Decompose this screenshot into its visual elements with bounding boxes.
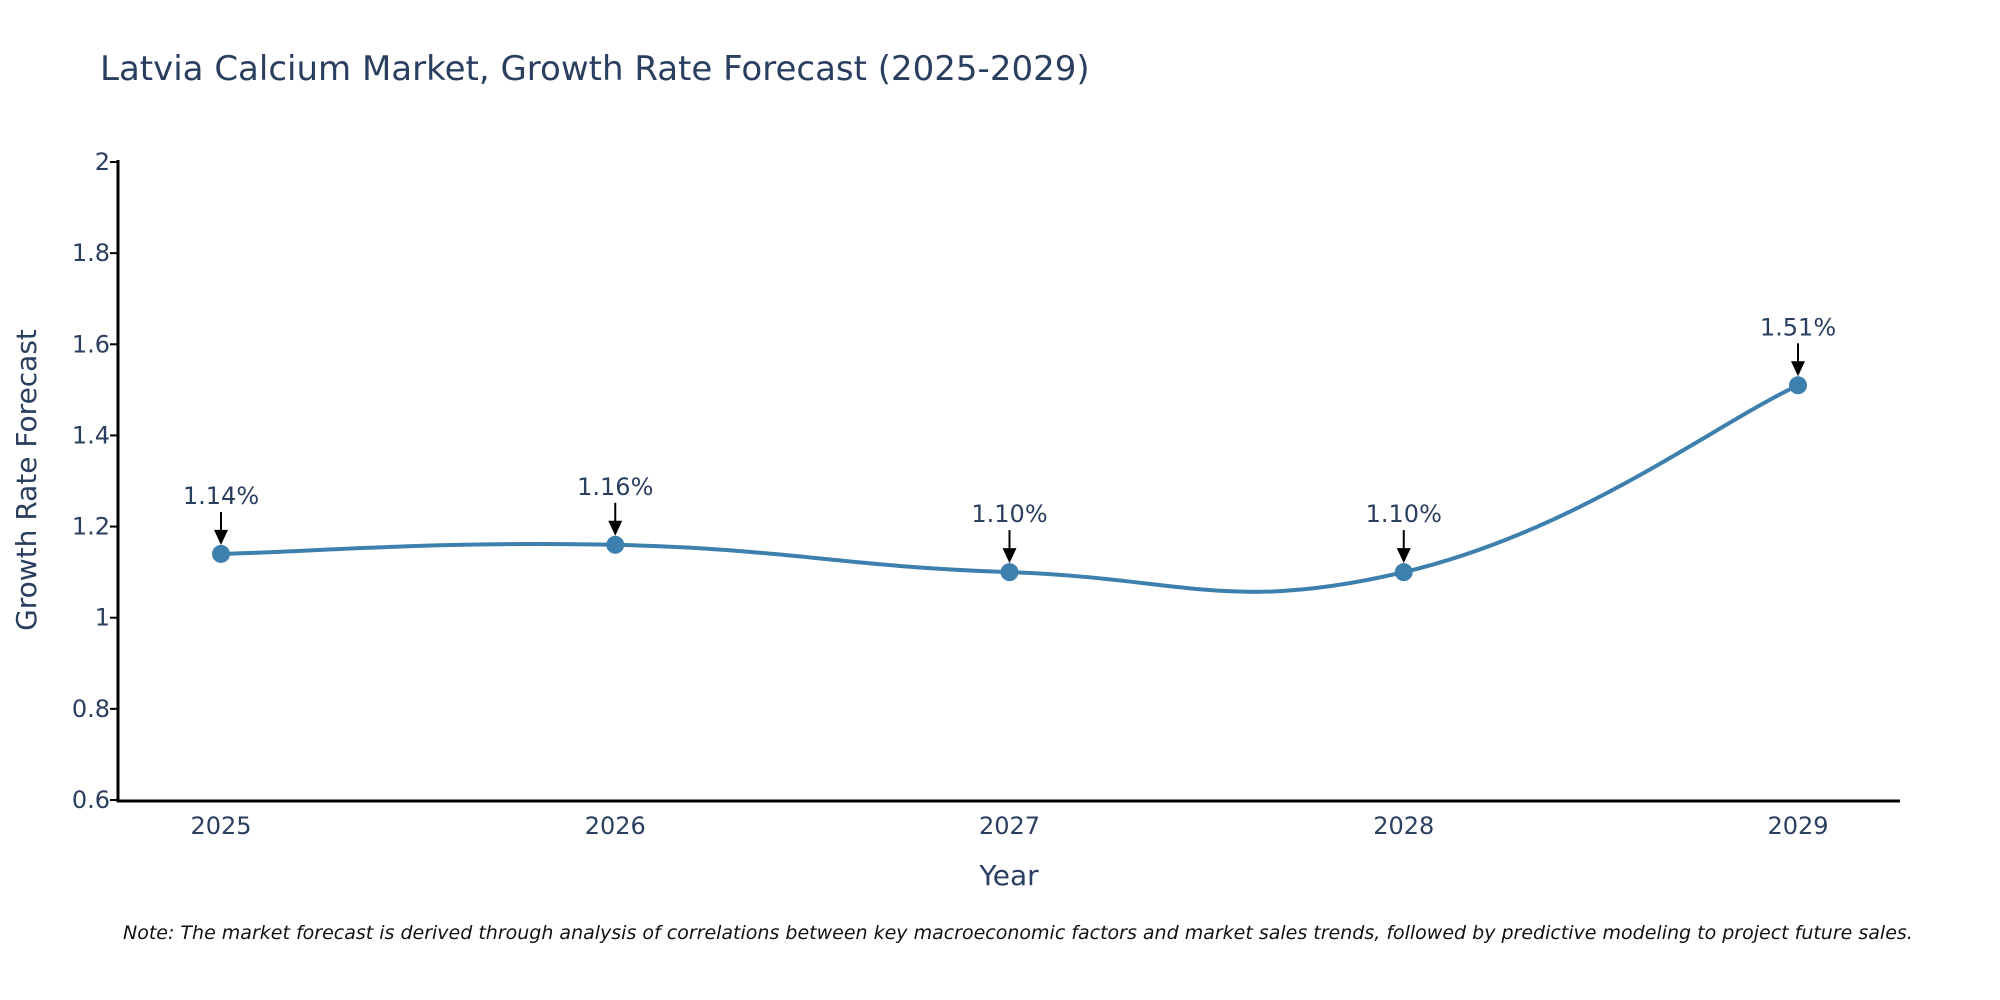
data-label: 1.10% bbox=[1366, 500, 1442, 528]
series-line bbox=[220, 383, 1799, 594]
y-tick-label: 0.8 bbox=[72, 695, 110, 723]
x-axis-ticks: 2025 2026 2027 2028 2029 bbox=[190, 812, 1828, 840]
data-point bbox=[1394, 563, 1413, 582]
data-point bbox=[212, 544, 230, 563]
annotation-arrow-head bbox=[1002, 548, 1017, 564]
data-label: 1.16% bbox=[577, 473, 653, 501]
data-label: 1.51% bbox=[1760, 313, 1836, 341]
x-tick-label: 2029 bbox=[1767, 812, 1828, 840]
data-points bbox=[212, 376, 1807, 582]
y-axis-title: Growth Rate Forecast bbox=[10, 329, 43, 631]
y-tick-label: 2 bbox=[95, 148, 110, 176]
annotation-arrow-head bbox=[608, 520, 623, 536]
x-tick-label: 2028 bbox=[1373, 812, 1434, 840]
x-tick-label: 2025 bbox=[190, 812, 251, 840]
x-tick-label: 2026 bbox=[585, 812, 646, 840]
data-point bbox=[1000, 563, 1019, 582]
data-label: 1.14% bbox=[183, 482, 259, 510]
y-tick-label: 1.8 bbox=[72, 239, 110, 267]
y-tick-label: 1.6 bbox=[72, 330, 110, 358]
chart-title: Latvia Calcium Market, Growth Rate Forec… bbox=[100, 49, 1090, 89]
y-tick-label: 1.4 bbox=[72, 421, 110, 449]
data-annotations: 1.14% 1.16% 1.10% 1.10% 1.51% bbox=[183, 313, 1836, 564]
data-label: 1.10% bbox=[971, 500, 1047, 528]
x-tick-label: 2027 bbox=[979, 812, 1040, 840]
y-tick-label: 1 bbox=[95, 604, 110, 632]
annotation-arrow-head bbox=[214, 529, 228, 545]
annotation-arrow-head bbox=[1791, 361, 1805, 377]
data-point bbox=[1789, 376, 1807, 395]
annotation-arrow-head bbox=[1396, 548, 1411, 564]
footnote: Note: The market forecast is derived thr… bbox=[123, 922, 1913, 944]
x-axis-title: Year bbox=[978, 859, 1039, 892]
y-axis-ticks: 0.6 0.8 1 1.2 1.4 1.6 1.8 2 bbox=[72, 148, 118, 814]
y-tick-label: 1.2 bbox=[72, 513, 110, 541]
y-tick-label: 0.6 bbox=[72, 786, 110, 814]
data-point bbox=[606, 535, 625, 554]
